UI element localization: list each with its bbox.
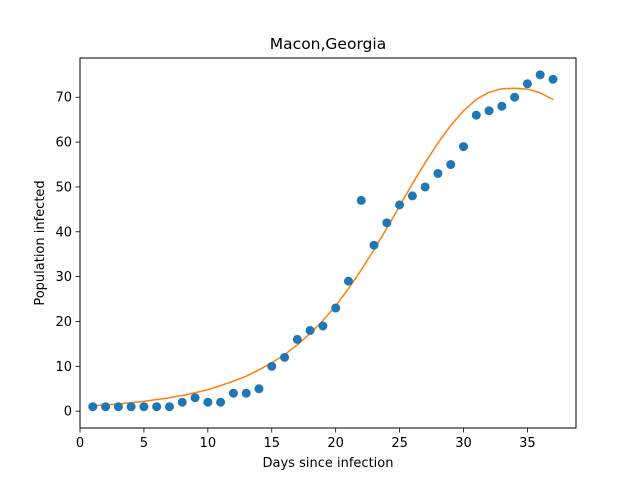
data-point (177, 397, 187, 407)
data-point (548, 74, 558, 84)
axes-frame (79, 57, 577, 429)
data-point (164, 402, 174, 412)
data-point (395, 200, 405, 210)
plot-area (79, 57, 577, 429)
data-point (318, 321, 328, 331)
y-tick-label: 40 (55, 225, 72, 240)
fit-line (92, 87, 554, 407)
data-point (433, 168, 443, 178)
data-point (382, 218, 392, 228)
data-point (113, 402, 123, 412)
y-tick-label: 10 (55, 360, 72, 375)
data-point (228, 388, 238, 398)
data-point (152, 402, 162, 412)
data-point (497, 101, 507, 111)
data-point (420, 182, 430, 192)
y-axis-label: Population infected (33, 180, 48, 305)
y-tick-label: 30 (55, 270, 72, 285)
x-axis-label: Days since infection (263, 456, 394, 471)
data-point (522, 79, 532, 89)
data-point (407, 191, 417, 201)
data-point (471, 110, 481, 120)
data-point (484, 106, 494, 116)
data-point (356, 195, 366, 205)
chart-title: Macon,Georgia (270, 35, 386, 53)
data-point (331, 303, 341, 313)
y-tick-label: 0 (64, 405, 72, 420)
x-tick-label: 30 (455, 436, 472, 451)
data-point (216, 397, 226, 407)
x-tick-label: 5 (140, 436, 148, 451)
x-tick-label: 25 (391, 436, 408, 451)
x-tick-label: 15 (263, 436, 280, 451)
data-point (343, 276, 353, 286)
x-tick-label: 20 (327, 436, 344, 451)
data-point (446, 160, 456, 170)
data-point (101, 402, 111, 412)
data-point (190, 393, 200, 403)
data-point (535, 70, 545, 80)
data-point (139, 402, 149, 412)
y-tick-label: 70 (55, 91, 72, 106)
x-tick-label: 35 (519, 436, 536, 451)
data-point (305, 325, 315, 335)
x-tick-label: 10 (200, 436, 217, 451)
data-point (241, 388, 251, 398)
y-tick-label: 50 (55, 180, 72, 195)
x-axis: 0 5 10 15 20 25 30 35 (76, 428, 536, 451)
data-point (203, 397, 213, 407)
data-point (510, 92, 520, 102)
data-point (280, 352, 290, 362)
x-tick-label: 0 (76, 436, 84, 451)
data-point (267, 361, 277, 371)
y-axis: 0 10 20 30 40 50 60 70 (55, 91, 80, 420)
y-tick-label: 20 (55, 315, 72, 330)
data-point (292, 334, 302, 344)
data-point (88, 402, 98, 412)
data-point (126, 402, 136, 412)
data-point (254, 384, 264, 394)
data-point (459, 142, 469, 152)
data-point (369, 240, 379, 250)
series-layer (88, 70, 558, 412)
y-tick-label: 60 (55, 136, 72, 151)
